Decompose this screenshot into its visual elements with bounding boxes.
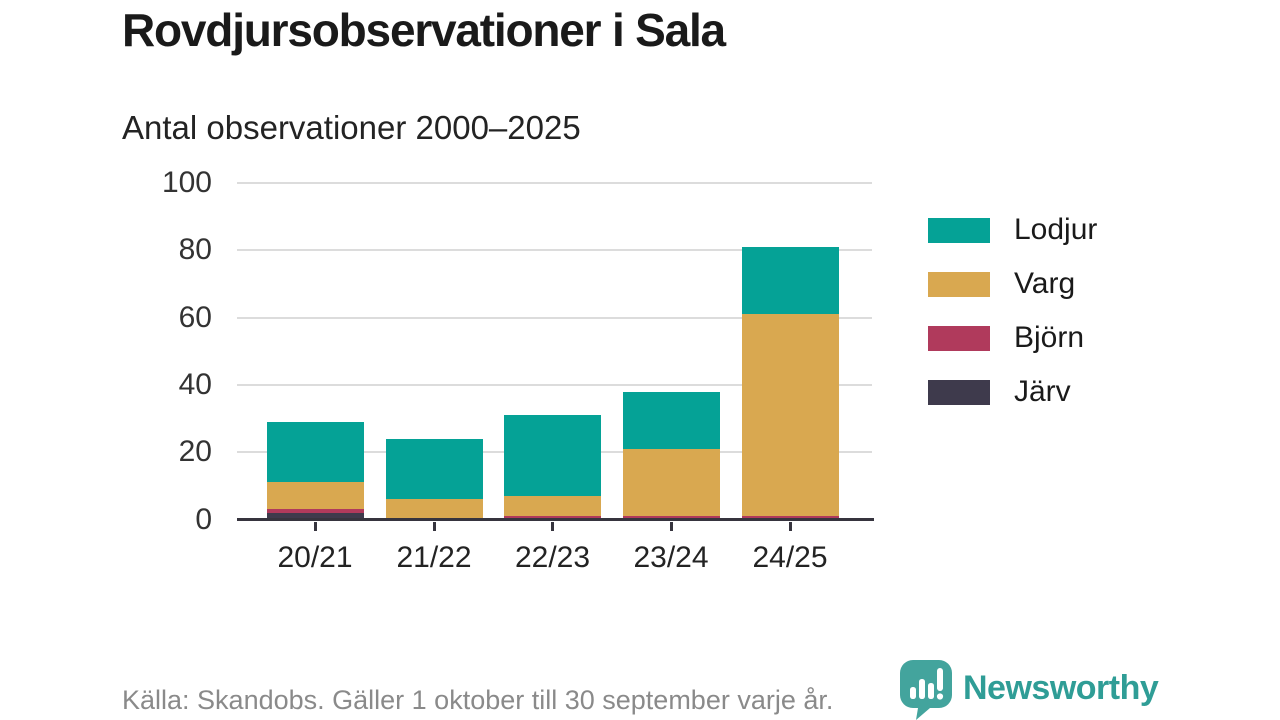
legend-label: Järv bbox=[1014, 375, 1071, 408]
legend-label: Björn bbox=[1014, 321, 1085, 354]
newsworthy-logo-icon bbox=[900, 660, 952, 720]
bar-segment-varg bbox=[622, 448, 720, 517]
source-note: Källa: Skandobs. Gäller 1 oktober till 3… bbox=[122, 685, 834, 715]
gridline bbox=[237, 316, 872, 319]
x-axis-line bbox=[237, 517, 874, 522]
gridline bbox=[237, 383, 872, 386]
legend: Lodjur Varg Björn Järv bbox=[928, 214, 1097, 430]
x-axis-tick-label: 23/24 bbox=[633, 541, 709, 574]
x-axis-tick-label: 22/23 bbox=[514, 541, 591, 574]
legend-swatch-lodjur bbox=[928, 217, 990, 243]
chart-subtitle: Antal observationer 2000–2025 bbox=[122, 109, 581, 146]
x-axis-tick bbox=[551, 521, 554, 531]
x-axis-tick-label: 21/22 bbox=[396, 541, 472, 574]
bar-segment-lodjur bbox=[622, 391, 720, 449]
chart-title: Rovdjursobservationer i Sala bbox=[122, 4, 726, 56]
gridline bbox=[237, 182, 872, 184]
legend-swatch-varg bbox=[928, 271, 990, 297]
bar-segment-lodjur bbox=[266, 421, 364, 483]
x-axis-tick bbox=[669, 521, 673, 531]
bar-segment-lodjur bbox=[385, 438, 483, 500]
y-axis-tick-label: 0 bbox=[195, 502, 212, 536]
legend-swatch-bjrn bbox=[928, 325, 990, 351]
legend-swatch-jrv bbox=[928, 379, 990, 405]
bar-segment-varg bbox=[266, 482, 364, 510]
x-axis-tick bbox=[432, 521, 436, 531]
y-axis-tick-label: 80 bbox=[178, 233, 212, 267]
newsworthy-logo: Newsworthy bbox=[900, 660, 1159, 720]
gridline bbox=[237, 249, 872, 252]
legend-label: Varg bbox=[1014, 267, 1076, 300]
bar-segment-varg bbox=[741, 314, 839, 517]
bar-segment-bjrn bbox=[266, 509, 364, 513]
x-axis-tick-label: 20/21 bbox=[277, 541, 353, 574]
y-axis-tick-label: 40 bbox=[178, 367, 212, 401]
legend-item-lodjur: Lodjur bbox=[928, 214, 1097, 246]
x-axis-tick bbox=[313, 521, 317, 531]
legend-item-varg: Varg bbox=[928, 268, 1097, 300]
x-axis-tick bbox=[788, 521, 792, 531]
newsworthy-wordmark: Newsworthy bbox=[963, 669, 1159, 707]
legend-label: Lodjur bbox=[1014, 213, 1098, 246]
bar-segment-varg bbox=[504, 495, 601, 517]
x-axis-tick-label: 24/25 bbox=[752, 541, 828, 574]
bar-segment-lodjur bbox=[741, 246, 839, 315]
bar-segment-jrv bbox=[266, 512, 364, 520]
y-axis-tick-label: 60 bbox=[178, 300, 212, 334]
legend-item-jrv: Järv bbox=[928, 376, 1097, 408]
bar-segment-varg bbox=[385, 499, 483, 520]
y-axis-tick-label: 100 bbox=[161, 166, 212, 199]
bar-segment-lodjur bbox=[504, 415, 601, 496]
y-axis-tick-label: 20 bbox=[178, 435, 212, 469]
legend-item-bjrn: Björn bbox=[928, 322, 1097, 354]
